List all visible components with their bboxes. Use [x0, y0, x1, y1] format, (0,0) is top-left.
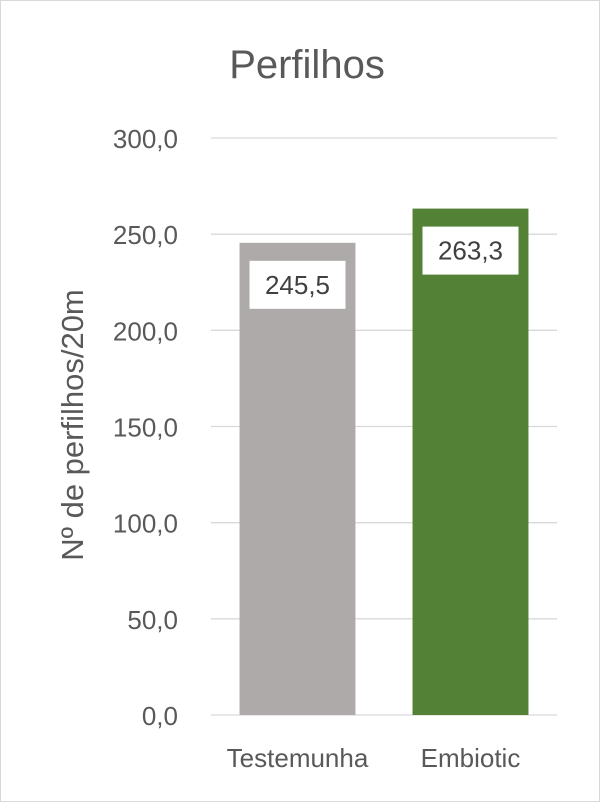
- data-label-box: [249, 260, 346, 309]
- data-label: 263,3: [438, 236, 503, 266]
- y-tick-labels: 0,0 50,0 100,0 150,0 200,0 250,0 300,0: [113, 124, 178, 731]
- y-tick-label: 100,0: [113, 509, 178, 539]
- y-tick-label: 300,0: [113, 124, 178, 154]
- bars: 245,5 263,3: [239, 208, 529, 716]
- x-tick-labels: Testemunha Embiotic: [227, 743, 521, 773]
- chart-title: Perfilhos: [229, 43, 385, 87]
- y-tick-label: 50,0: [127, 605, 178, 635]
- bar-embiotic: [412, 208, 529, 715]
- y-tick-label: 150,0: [113, 413, 178, 443]
- data-label-box: [422, 226, 519, 275]
- x-tick-label: Embiotic: [421, 743, 521, 773]
- y-axis-label: Nº de perfilhos/20m: [55, 289, 90, 561]
- x-tick-label: Testemunha: [227, 743, 369, 773]
- y-tick-label: 250,0: [113, 220, 178, 250]
- bar-testemunha: [239, 242, 356, 716]
- data-label: 245,5: [265, 270, 330, 300]
- y-tick-label: 0,0: [142, 701, 178, 731]
- y-tick-label: 200,0: [113, 316, 178, 346]
